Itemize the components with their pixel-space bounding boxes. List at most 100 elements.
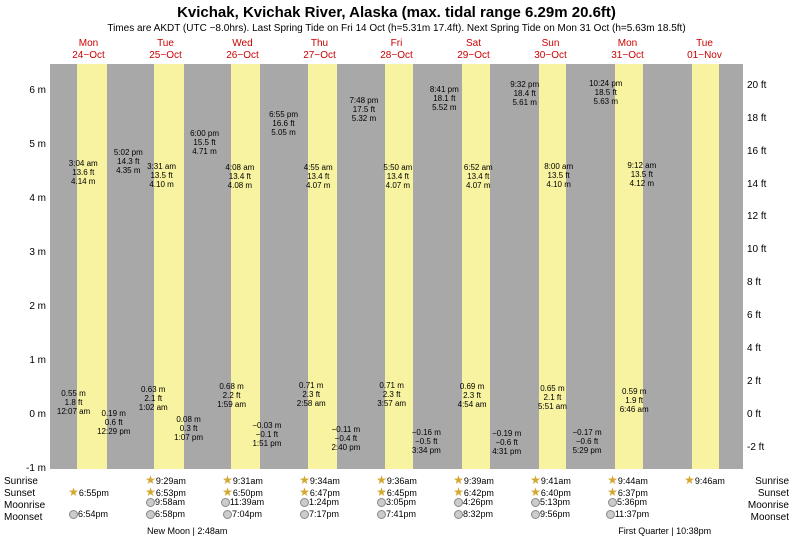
tide-annotation: 0.71 m2.3 ft3:57 am: [377, 381, 406, 408]
night-band: [337, 64, 385, 469]
tide-annotation: 0.08 m0.3 ft1:07 pm: [174, 415, 203, 442]
moon-phase-label: First Quarter | 10:38pm: [618, 526, 711, 536]
moon-icon: [608, 498, 617, 507]
day-label: Tue01−Nov: [666, 38, 743, 62]
moon-icon: [531, 498, 540, 507]
moon-icon: [146, 498, 155, 507]
moonset-row-cell: 7:17pm: [281, 509, 358, 523]
day-label: Tue25−Oct: [127, 38, 204, 62]
tide-annotation: 0.68 m2.2 ft1:59 am: [217, 382, 246, 409]
tide-annotation: 6:00 pm15.5 ft4.71 m: [190, 129, 219, 156]
moonset-row-cell: 8:32pm: [435, 509, 512, 523]
tide-annotation: −0.19 m−0.6 ft4:31 pm: [492, 429, 521, 456]
tide-annotation: 10:24 pm18.5 ft5.63 m: [589, 79, 622, 106]
tide-annotation: 6:55 pm16.6 ft5.05 m: [269, 110, 298, 137]
right-sunrise-label: Sunrise: [755, 476, 789, 487]
left-moonset-label: Moonset: [4, 512, 42, 523]
moonset-row: 6:54pm6:58pm7:04pm7:17pm7:41pm8:32pm9:56…: [50, 509, 743, 523]
night-band: [490, 64, 539, 469]
night-band: [643, 64, 692, 469]
night-band: [413, 64, 462, 469]
tide-annotation: 8:41 pm18.1 ft5.52 m: [430, 85, 459, 112]
y-tick-ft: 16 ft: [747, 146, 793, 157]
y-tick-m: 2 m: [0, 301, 46, 312]
day-label: Sun30−Oct: [512, 38, 589, 62]
day-band: [692, 64, 719, 469]
tide-annotation: −0.11 m−0.4 ft2:40 pm: [331, 425, 360, 452]
left-moonrise-label: Moonrise: [4, 500, 45, 511]
chart-title: Kvichak, Kvichak River, Alaska (max. tid…: [0, 0, 793, 21]
tide-annotation: 0.55 m1.8 ft12:07 am: [57, 389, 90, 416]
night-band: [719, 64, 743, 469]
tide-annotation: 0.63 m2.1 ft1:02 am: [139, 385, 168, 412]
tide-annotation: 0.59 m1.9 ft6:46 am: [620, 387, 649, 414]
y-tick-ft: 10 ft: [747, 244, 793, 255]
tide-annotation: 0.19 m0.6 ft12:29 pm: [97, 409, 130, 436]
tide-annotation: 6:52 am13.4 ft4.07 m: [464, 163, 493, 190]
tide-annotation: 3:31 am13.5 ft4.10 m: [147, 162, 176, 189]
moon-icon: [69, 510, 78, 519]
moon-icon: [454, 498, 463, 507]
tide-annotation: 4:55 am13.4 ft4.07 m: [304, 163, 333, 190]
tide-annotation: 0.69 m2.3 ft4:54 am: [458, 382, 487, 409]
y-tick-m: 0 m: [0, 409, 46, 420]
y-tick-m: 4 m: [0, 193, 46, 204]
right-sunset-label: Sunset: [758, 488, 789, 499]
moon-icon: [531, 510, 540, 519]
tide-annotation: 5:50 am13.4 ft4.07 m: [383, 163, 412, 190]
right-moonset-label: Moonset: [751, 512, 789, 523]
tide-annotation: 3:04 am13.6 ft4.14 m: [69, 159, 98, 186]
y-tick-m: 3 m: [0, 247, 46, 258]
moon-icon: [300, 498, 309, 507]
day-band: [308, 64, 337, 469]
moon-icon: [606, 510, 615, 519]
left-sunrise-label: Sunrise: [4, 476, 38, 487]
tide-annotation: 7:48 pm17.5 ft5.32 m: [349, 96, 378, 123]
tide-annotation: 0.71 m2.3 ft2:58 am: [297, 381, 326, 408]
y-tick-m: 1 m: [0, 355, 46, 366]
night-band: [566, 64, 615, 469]
moon-icon: [223, 510, 232, 519]
plot-area: 0.55 m1.8 ft12:07 am 3:04 am13.6 ft4.14 m…: [50, 64, 743, 469]
tide-annotation: 4:08 am13.4 ft4.08 m: [225, 163, 254, 190]
chart-subtitle: Times are AKDT (UTC −8.0hrs). Last Sprin…: [0, 21, 793, 36]
moonset-row-cell: 9:56pm: [512, 509, 589, 523]
tide-annotation: −0.16 m−0.5 ft3:34 pm: [412, 428, 441, 455]
day-labels-row: Mon24−OctTue25−OctWed26−OctThu27−OctFri2…: [50, 38, 743, 62]
moonset-row-cell: 11:37pm: [589, 509, 666, 523]
day-label: Wed26−Oct: [204, 38, 281, 62]
moonset-row-cell: 7:41pm: [358, 509, 435, 523]
day-label: Sat29−Oct: [435, 38, 512, 62]
y-tick-ft: 0 ft: [747, 409, 793, 420]
y-tick-m: -1 m: [0, 463, 46, 474]
moon-phase-label: New Moon | 2:48am: [147, 526, 227, 536]
y-tick-ft: 12 ft: [747, 211, 793, 222]
y-tick-ft: 20 ft: [747, 80, 793, 91]
y-tick-ft: 14 ft: [747, 179, 793, 190]
y-tick-ft: 8 ft: [747, 277, 793, 288]
moon-icon: [377, 510, 386, 519]
tide-annotation: 0.65 m2.1 ft5:51 am: [538, 384, 567, 411]
y-tick-ft: 18 ft: [747, 113, 793, 124]
y-tick-m: 5 m: [0, 139, 46, 150]
moon-icon: [377, 498, 386, 507]
day-band: [385, 64, 413, 469]
day-label: Mon31−Oct: [589, 38, 666, 62]
day-label: Thu27−Oct: [281, 38, 358, 62]
y-tick-ft: -2 ft: [747, 442, 793, 453]
moonset-row-cell: [666, 509, 743, 523]
moon-icon: [300, 510, 309, 519]
tide-annotation: 9:32 pm18.4 ft5.61 m: [510, 80, 539, 107]
y-tick-ft: 2 ft: [747, 376, 793, 387]
tide-annotation: 5:02 pm14.3 ft4.35 m: [114, 148, 143, 175]
tide-chart: Kvichak, Kvichak River, Alaska (max. tid…: [0, 0, 793, 539]
moon-icon: [146, 510, 155, 519]
moon-icon: [221, 498, 230, 507]
tide-annotation: −0.03 m−0.1 ft1:51 pm: [252, 421, 281, 448]
left-sunset-label: Sunset: [4, 488, 35, 499]
y-tick-ft: 4 ft: [747, 343, 793, 354]
day-label: Fri28−Oct: [358, 38, 435, 62]
tide-annotation: −0.17 m−0.6 ft5:29 pm: [572, 428, 601, 455]
moon-icon: [454, 510, 463, 519]
right-moonrise-label: Moonrise: [748, 500, 789, 511]
